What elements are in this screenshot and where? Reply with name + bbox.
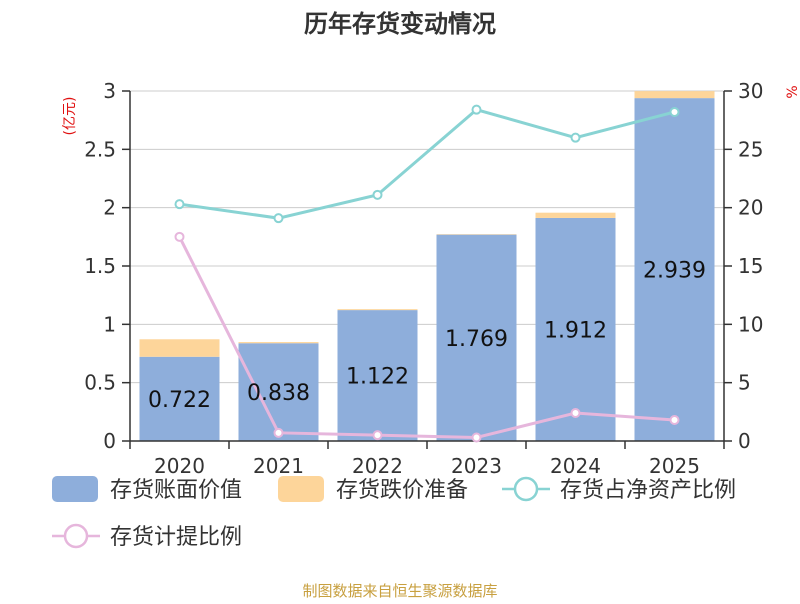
left-tick-label: 1.5 bbox=[84, 254, 116, 278]
right-axis-unit: % bbox=[785, 85, 800, 98]
data-labels: 0.722 0.838 1.122 1.769 1.912 2.939 bbox=[148, 259, 706, 413]
bar-value-label: 1.769 bbox=[445, 327, 508, 352]
x-tick-label: 2022 bbox=[352, 454, 403, 478]
line-point bbox=[374, 191, 382, 199]
left-tick-label: 3 bbox=[103, 79, 116, 103]
legend-label: 存货计提比例 bbox=[110, 525, 242, 550]
right-tick-label: 25 bbox=[738, 137, 763, 161]
bar-provision bbox=[338, 309, 418, 310]
x-tick-label: 2020 bbox=[154, 454, 205, 478]
legend-swatch bbox=[278, 476, 324, 502]
bar-value-label: 0.838 bbox=[247, 381, 310, 406]
legend-label: 存货占净资产比例 bbox=[560, 478, 736, 503]
line-point bbox=[374, 431, 382, 439]
bar-value-label: 1.912 bbox=[544, 318, 607, 343]
bar-provision bbox=[140, 339, 220, 357]
x-tick-label: 2025 bbox=[649, 454, 700, 478]
x-tick-label: 2023 bbox=[451, 454, 502, 478]
left-tick-label: 2.5 bbox=[84, 137, 116, 161]
right-tick-label: 10 bbox=[738, 312, 763, 336]
bar-provision bbox=[536, 213, 616, 218]
line-point bbox=[572, 409, 580, 417]
right-tick-label: 15 bbox=[738, 254, 763, 278]
left-tick-label: 2 bbox=[103, 196, 116, 220]
bar-provision bbox=[239, 342, 319, 343]
line-point bbox=[176, 233, 184, 241]
footer-source: 制图数据来自恒生聚源数据库 bbox=[302, 582, 497, 600]
legend-marker bbox=[65, 525, 87, 547]
line-point bbox=[671, 108, 679, 116]
bar-value-label: 2.939 bbox=[643, 259, 706, 284]
bar-value-label: 1.122 bbox=[346, 365, 409, 390]
right-tick-label: 0 bbox=[738, 429, 751, 453]
chart-title: 历年存货变动情况 bbox=[304, 10, 496, 38]
legend-label: 存货账面价值 bbox=[110, 478, 242, 503]
x-tick-label: 2024 bbox=[550, 454, 601, 478]
legend-label: 存货跌价准备 bbox=[336, 478, 468, 503]
line-point bbox=[176, 200, 184, 208]
right-tick-label: 20 bbox=[738, 196, 763, 220]
line-point bbox=[275, 214, 283, 222]
bar-provision bbox=[635, 91, 715, 98]
left-axis-unit: (亿元) bbox=[62, 97, 78, 136]
left-tick-label: 0 bbox=[103, 429, 116, 453]
line-point bbox=[473, 434, 481, 442]
line-point bbox=[671, 416, 679, 424]
legend-marker bbox=[515, 478, 537, 500]
left-tick-label: 0.5 bbox=[84, 371, 116, 395]
right-tick-label: 5 bbox=[738, 371, 751, 395]
left-tick-label: 1 bbox=[103, 312, 116, 336]
bar-value-label: 0.722 bbox=[148, 388, 211, 413]
legend-swatch bbox=[52, 476, 98, 502]
line-point bbox=[473, 106, 481, 114]
line-net-assets-ratio bbox=[180, 110, 675, 219]
x-tick-label: 2021 bbox=[253, 454, 304, 478]
right-tick-label: 30 bbox=[738, 79, 763, 103]
line-point bbox=[572, 134, 580, 142]
line-point bbox=[275, 429, 283, 437]
